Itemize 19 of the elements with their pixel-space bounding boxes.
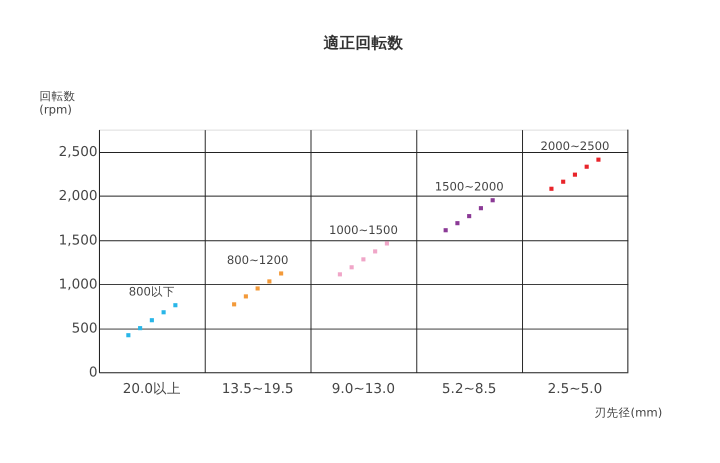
- y-axis-title: 回転数 (rpm): [39, 89, 76, 117]
- x-axis-title: 刃先径(mm): [594, 405, 662, 420]
- x-tick-label: 2.5~5.0: [548, 381, 602, 398]
- chart-title: 適正回転数: [323, 33, 404, 52]
- annotation: 1500~2000: [434, 180, 504, 194]
- y-tick-label: 500: [72, 320, 98, 337]
- annotation: 800以下: [128, 284, 175, 299]
- annotation: 1000~1500: [328, 222, 398, 237]
- x-tick-label: 5.2~8.5: [442, 381, 496, 398]
- y-tick-label: 1,000: [58, 276, 98, 292]
- y-tick-label: 2,500: [58, 144, 98, 160]
- x-tick-label: 13.5~19.5: [222, 381, 294, 398]
- y-tick-label: 2,000: [58, 188, 98, 204]
- x-tick-label: 9.0~13.0: [332, 381, 396, 398]
- y-tick-label: 0: [88, 364, 98, 381]
- x-tick-label: 20.0以上: [122, 381, 181, 398]
- annotation: 2000~2500: [540, 138, 610, 153]
- y-tick-label: 1,500: [58, 232, 98, 248]
- annotation: 800~1200: [226, 252, 288, 267]
